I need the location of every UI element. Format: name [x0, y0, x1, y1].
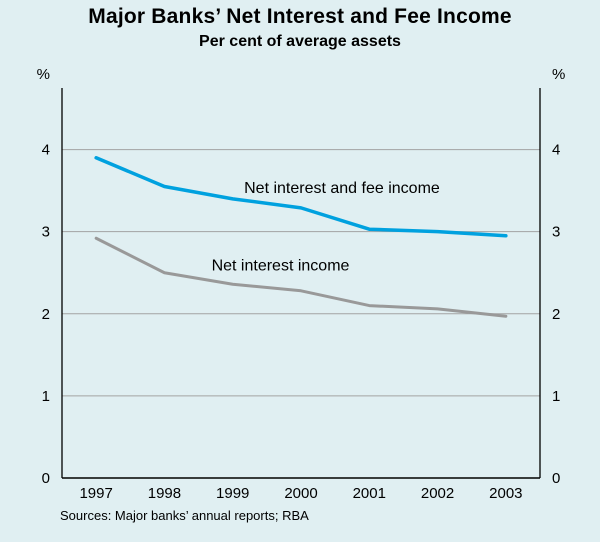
y-tick-label-left: 2: [42, 306, 50, 323]
chart-subtitle: Per cent of average assets: [199, 33, 401, 50]
y-tick-label-left: 1: [42, 388, 50, 405]
chart-title: Major Banks’ Net Interest and Fee Income: [88, 5, 512, 28]
x-tick-label: 2001: [353, 485, 386, 502]
series-label: Net interest income: [212, 257, 350, 274]
series-line-net-interest-and-fee-income: [94, 156, 508, 238]
y-tick-label-right: 1: [552, 388, 560, 405]
y-tick-label-left: 0: [42, 470, 50, 487]
x-tick-label: 1998: [148, 485, 181, 502]
y-tick-label-right: 4: [552, 142, 560, 159]
source-note: Sources: Major banks’ annual reports; RB…: [60, 508, 309, 523]
unit-label-left: %: [37, 66, 50, 83]
series-label: Net interest and fee income: [244, 180, 440, 197]
y-tick-label-right: 0: [552, 470, 560, 487]
x-tick-label: 2000: [284, 485, 317, 502]
series-line-net-interest-income: [94, 236, 508, 318]
y-tick-label-left: 4: [42, 142, 50, 159]
x-tick-label: 1997: [79, 485, 112, 502]
x-tick-label: 2003: [489, 485, 522, 502]
y-tick-label-right: 3: [552, 224, 560, 241]
x-tick-label: 1999: [216, 485, 249, 502]
y-tick-label-left: 3: [42, 224, 50, 241]
unit-label-right: %: [552, 66, 565, 83]
x-tick-label: 2002: [421, 485, 454, 502]
y-tick-label-right: 2: [552, 306, 560, 323]
